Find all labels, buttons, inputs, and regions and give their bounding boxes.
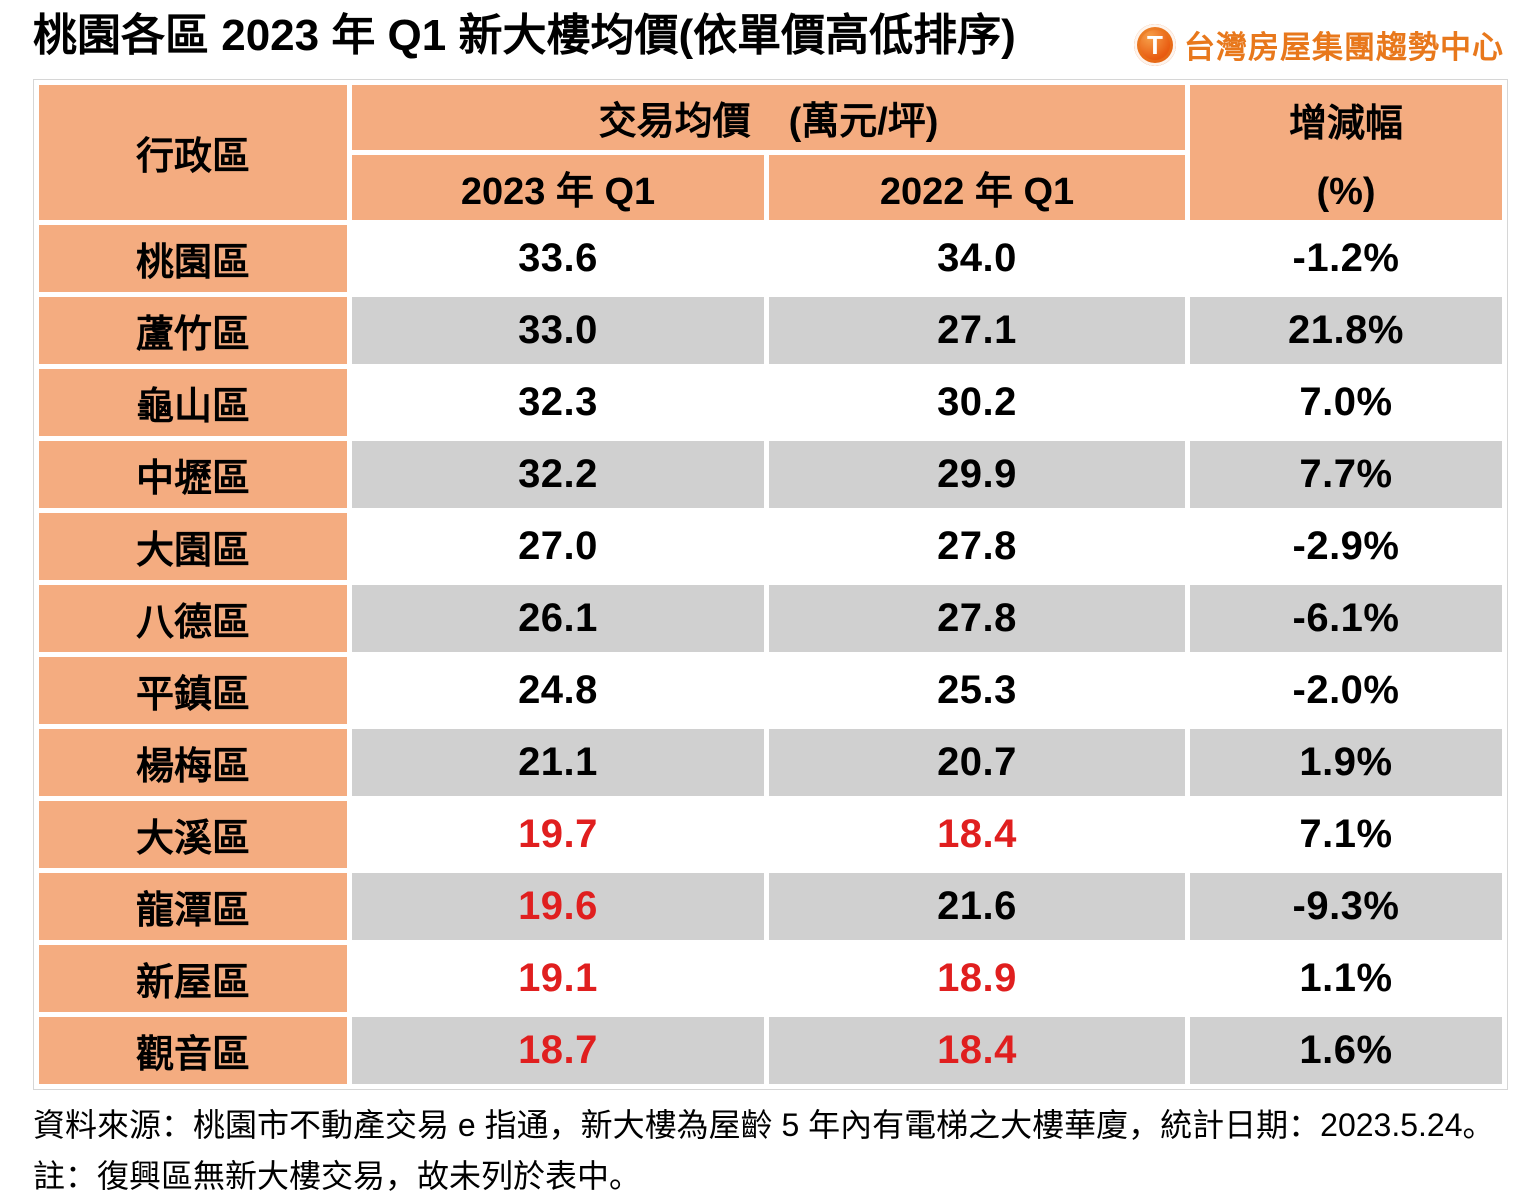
district-cell: 中壢區 — [39, 441, 347, 508]
table-row: 大溪區 19.7 18.4 7.1% — [39, 801, 1502, 868]
change-cell: -2.0% — [1190, 657, 1502, 724]
col-header-change-unit: (%) — [1316, 170, 1376, 213]
price-2022-cell: 18.4 — [769, 801, 1185, 868]
price-2022-cell: 27.8 — [769, 585, 1185, 652]
source-note: 資料來源：桃園市不動產交易 e 指通，新大樓為屋齡 5 年內有電梯之大樓華廈，統… — [33, 1107, 1495, 1143]
change-cell: 7.7% — [1190, 441, 1502, 508]
price-2022-cell: 27.8 — [769, 513, 1185, 580]
price-2022-cell: 21.6 — [769, 873, 1185, 940]
district-cell: 觀音區 — [39, 1017, 347, 1084]
district-cell: 平鎮區 — [39, 657, 347, 724]
col-header-change-label: 增減幅 — [1288, 102, 1403, 145]
price-2022-cell: 18.4 — [769, 1017, 1185, 1084]
price-2022-cell: 18.9 — [769, 945, 1185, 1012]
table-row: 中壢區 32.2 29.9 7.7% — [39, 441, 1502, 508]
col-header-2022: 2022 年 Q1 — [769, 155, 1185, 220]
page-title: 桃園各區 2023 年 Q1 新大樓均價(依單價高低排序) — [33, 11, 1016, 60]
district-cell: 大溪區 — [39, 801, 347, 868]
table-row: 平鎮區 24.8 25.3 -2.0% — [39, 657, 1502, 724]
price-2023-cell: 33.6 — [352, 225, 764, 292]
table-row: 大園區 27.0 27.8 -2.9% — [39, 513, 1502, 580]
change-cell: 7.0% — [1190, 369, 1502, 436]
col-header-price-group: 交易均價 (萬元/坪) — [352, 85, 1185, 150]
table-row: 桃園區 33.6 34.0 -1.2% — [39, 225, 1502, 292]
price-2023-cell: 32.2 — [352, 441, 764, 508]
price-table: 行政區 交易均價 (萬元/坪) 增減幅 (%) 2023 年 Q1 2022 年… — [33, 79, 1508, 1090]
brand-logo-text: 台灣房屋集團趨勢中心 — [1184, 30, 1504, 65]
change-cell: -6.1% — [1190, 585, 1502, 652]
price-2023-cell: 33.0 — [352, 297, 764, 364]
table-row: 八德區 26.1 27.8 -6.1% — [39, 585, 1502, 652]
price-2022-cell: 27.1 — [769, 297, 1185, 364]
col-header-change: 增減幅 (%) — [1190, 85, 1502, 220]
table-row: 新屋區 19.1 18.9 1.1% — [39, 945, 1502, 1012]
price-2022-cell: 34.0 — [769, 225, 1185, 292]
change-cell: -9.3% — [1190, 873, 1502, 940]
price-2023-cell: 27.0 — [352, 513, 764, 580]
price-2023-cell: 24.8 — [352, 657, 764, 724]
change-cell: 1.9% — [1190, 729, 1502, 796]
header-row-1: 行政區 交易均價 (萬元/坪) 增減幅 (%) — [39, 85, 1502, 220]
change-cell: 1.1% — [1190, 945, 1502, 1012]
change-cell: -2.9% — [1190, 513, 1502, 580]
header-bar: 桃園各區 2023 年 Q1 新大樓均價(依單價高低排序) T 台灣房屋集團趨勢… — [33, 8, 1510, 67]
brand-logo-icon: T — [1134, 23, 1176, 66]
price-2022-cell: 30.2 — [769, 369, 1185, 436]
change-cell: 21.8% — [1190, 297, 1502, 364]
price-2023-cell: 18.7 — [352, 1017, 764, 1084]
district-cell: 蘆竹區 — [39, 297, 347, 364]
table-body: 桃園區 33.6 34.0 -1.2% 蘆竹區 33.0 27.1 21.8% … — [39, 225, 1502, 1084]
table-wrapper: 行政區 交易均價 (萬元/坪) 增減幅 (%) 2023 年 Q1 2022 年… — [33, 79, 1510, 1090]
brand-logo: T 台灣房屋集團趨勢中心 — [1134, 22, 1504, 67]
table-row: 龍潭區 19.6 21.6 -9.3% — [39, 873, 1502, 940]
price-2023-cell: 26.1 — [352, 585, 764, 652]
col-header-2023: 2023 年 Q1 — [352, 155, 764, 220]
table-row: 楊梅區 21.1 20.7 1.9% — [39, 729, 1502, 796]
change-cell: -1.2% — [1190, 225, 1502, 292]
price-2022-cell: 25.3 — [769, 657, 1185, 724]
table-row: 龜山區 32.3 30.2 7.0% — [39, 369, 1502, 436]
table-row: 蘆竹區 33.0 27.1 21.8% — [39, 297, 1502, 364]
change-cell: 7.1% — [1190, 801, 1502, 868]
price-2022-cell: 29.9 — [769, 441, 1185, 508]
district-cell: 新屋區 — [39, 945, 347, 1012]
exclusion-note: 註：復興區無新大樓交易，故未列於表中。 — [33, 1157, 642, 1194]
footer-notes: 資料來源：桃園市不動產交易 e 指通，新大樓為屋齡 5 年內有電梯之大樓華廈，統… — [33, 1100, 1510, 1201]
price-2023-cell: 32.3 — [352, 369, 764, 436]
district-cell: 楊梅區 — [39, 729, 347, 796]
district-cell: 大園區 — [39, 513, 347, 580]
price-2023-cell: 19.7 — [352, 801, 764, 868]
district-cell: 龜山區 — [39, 369, 347, 436]
price-2023-cell: 19.1 — [352, 945, 764, 1012]
district-cell: 龍潭區 — [39, 873, 347, 940]
price-2022-cell: 20.7 — [769, 729, 1185, 796]
header-row-2: 2023 年 Q1 2022 年 Q1 — [39, 155, 1502, 220]
table-header: 行政區 交易均價 (萬元/坪) 增減幅 (%) 2023 年 Q1 2022 年… — [39, 85, 1502, 220]
price-2023-cell: 21.1 — [352, 729, 764, 796]
table-row: 觀音區 18.7 18.4 1.6% — [39, 1017, 1502, 1084]
price-2023-cell: 19.6 — [352, 873, 764, 940]
change-cell: 1.6% — [1190, 1017, 1502, 1084]
district-cell: 八德區 — [39, 585, 347, 652]
col-header-district: 行政區 — [39, 85, 347, 220]
district-cell: 桃園區 — [39, 225, 347, 292]
